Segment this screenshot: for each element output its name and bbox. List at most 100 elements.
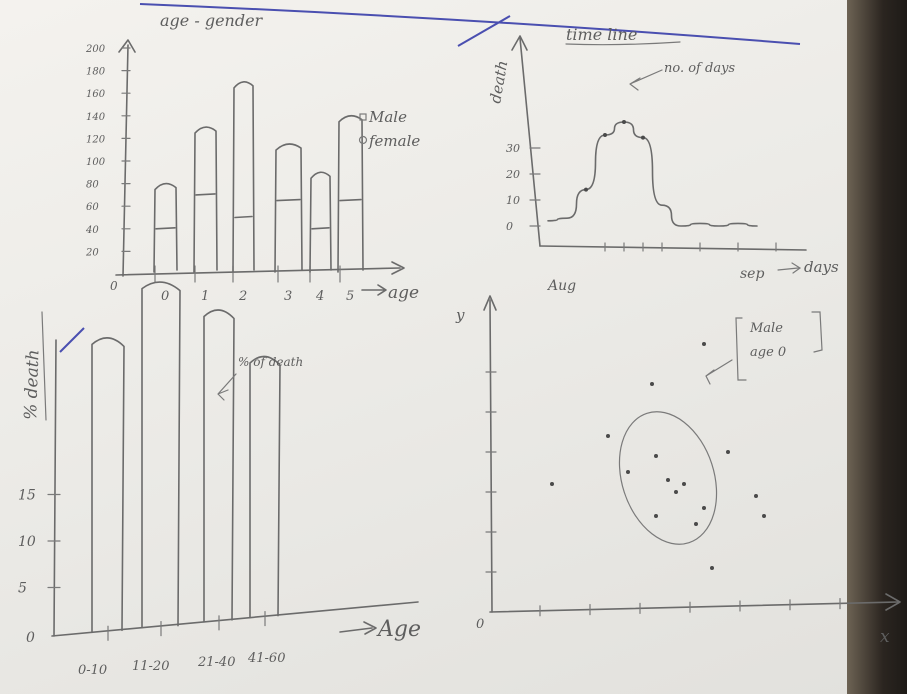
chart3-bars <box>91 281 281 634</box>
desk-edge <box>847 0 907 694</box>
chart4-xlabel: x <box>880 627 890 647</box>
chart4-x-arrow <box>885 593 901 611</box>
chart2-annotation-arrow <box>629 69 663 91</box>
chart4-y-arrow <box>483 295 497 311</box>
chart4-origin-zero: 0 <box>476 617 484 632</box>
chart2-ylabel: death <box>486 59 511 105</box>
chart2-x-tick-sep: sep <box>740 266 764 282</box>
chart1-x-tick-label: 4 <box>315 289 324 304</box>
chart3-annotation: % of death <box>238 355 303 369</box>
chart1-y-ticks: 20 40 60 80 100 120 140 160 180 200 <box>85 44 131 258</box>
chart2-y-ticks: 0 10 20 30 <box>505 142 541 233</box>
chart3-y-tick-label: 15 <box>18 488 36 504</box>
chart1-y-arrow <box>118 39 136 53</box>
chart1-y-tick-label: 200 <box>85 44 106 55</box>
chart2-point <box>584 187 588 192</box>
chart4-point <box>674 490 678 494</box>
chart4-point <box>702 342 706 346</box>
chart2-title-underline <box>565 41 681 46</box>
chart1-bar-male-divider <box>276 198 301 202</box>
chart1-bar-male-divider <box>195 193 216 196</box>
chart3-bar <box>203 309 235 623</box>
chart-scatter: 0 y x Male age 0 <box>455 295 901 647</box>
chart2-xlabel-arrow <box>777 262 802 274</box>
chart1-x-tick-label: 5 <box>346 289 354 304</box>
chart4-point <box>694 522 698 526</box>
chart1-origin-zero: 0 <box>110 279 118 293</box>
chart4-point <box>762 514 766 518</box>
chart1-bar-male-divider <box>155 227 176 230</box>
chart1-x-tick-label: 0 <box>161 289 169 304</box>
chart3-x-tick-label: 41-60 <box>247 651 285 666</box>
chart3-bar <box>249 355 281 619</box>
chart1-y-tick-label: 180 <box>86 67 106 78</box>
chart4-annotation-arrow <box>705 359 733 385</box>
chart1-x-axis <box>115 267 401 276</box>
chart4-point <box>606 434 610 438</box>
chart1-y-tick-label: 100 <box>86 157 106 168</box>
paper-ruled-line <box>139 3 801 45</box>
chart4-cluster-ellipse <box>618 411 718 545</box>
chart-age-gender: age - gender 0 age 204060801001201401601… <box>85 11 420 304</box>
chart1-xlabel-arrow <box>361 284 387 296</box>
legend-female-swatch <box>358 135 368 145</box>
chart2-y-tick-label: 30 <box>506 142 520 155</box>
chart4-y-axis <box>489 299 493 613</box>
chart3-x-axis <box>51 601 419 637</box>
chart3-y-ticks: 5 10 15 <box>18 488 61 597</box>
chart3-ylabel: % death <box>21 349 43 420</box>
chart2-y-arrow <box>511 35 528 51</box>
chart2-points <box>584 120 777 252</box>
chart1-bar-male-divider <box>311 227 330 230</box>
chart3-x-tick-label: 21-40 <box>197 655 235 670</box>
chart1-y-tick-label: 120 <box>86 134 106 145</box>
chart1-x-tick-label: 2 <box>238 289 247 304</box>
chart3-y-tick-label: 10 <box>18 534 36 550</box>
chart4-point <box>666 478 670 482</box>
chart1-bar-female <box>193 126 218 273</box>
chart4-annotation-line2: age 0 <box>750 345 786 360</box>
chart2-annotation: no. of days <box>664 61 735 76</box>
chart2-point <box>603 133 607 137</box>
chart1-bars <box>153 81 364 273</box>
chart1-y-tick-label: 60 <box>86 202 99 213</box>
chart2-y-tick-label: 10 <box>506 194 520 207</box>
chart1-y-tick-label: 40 <box>85 225 99 236</box>
chart3-y-axis <box>53 339 57 637</box>
chart1-x-tick-label: 1 <box>201 289 209 304</box>
chart3-xlabel-arrow <box>339 621 377 635</box>
chart4-point <box>626 470 630 474</box>
chart3-ylabel-underline <box>41 311 47 421</box>
chart4-point <box>754 494 758 498</box>
chart2-series-line <box>547 121 758 227</box>
chart4-point <box>650 382 654 386</box>
chart2-x-tick-aug: Aug <box>546 278 576 294</box>
chart2-y-tick-label: 20 <box>505 168 520 181</box>
chart1-y-tick-label: 80 <box>86 180 99 191</box>
chart1-y-tick-label: 20 <box>85 247 99 258</box>
chart1-title: age - gender <box>160 11 264 30</box>
chart3-origin-zero: 0 <box>26 630 35 646</box>
chart1-x-tick-label: 3 <box>284 289 292 304</box>
chart1-bar-female <box>153 182 178 273</box>
chart1-y-tick-label: 160 <box>86 89 106 100</box>
chart4-points <box>550 342 766 570</box>
chart4-point <box>710 566 714 570</box>
chart2-point <box>622 120 626 124</box>
chart4-ticks <box>485 371 841 617</box>
check-mark-blue-2 <box>59 327 85 353</box>
chart1-x-arrow <box>391 261 405 275</box>
chart4-point <box>726 450 730 454</box>
chart4-annotation-bracket <box>735 311 823 381</box>
chart4-point <box>682 482 686 486</box>
paper-sheet <box>0 0 880 694</box>
chart4-annotation-line1: Male <box>749 321 783 336</box>
chart4-point <box>550 482 554 486</box>
chart1-xlabel: age <box>388 283 419 303</box>
chart3-bar <box>141 281 181 629</box>
chart2-x-axis <box>539 245 807 251</box>
chart1-bar-male-divider <box>234 215 253 219</box>
chart3-x-tick-label: 11-20 <box>132 659 169 674</box>
